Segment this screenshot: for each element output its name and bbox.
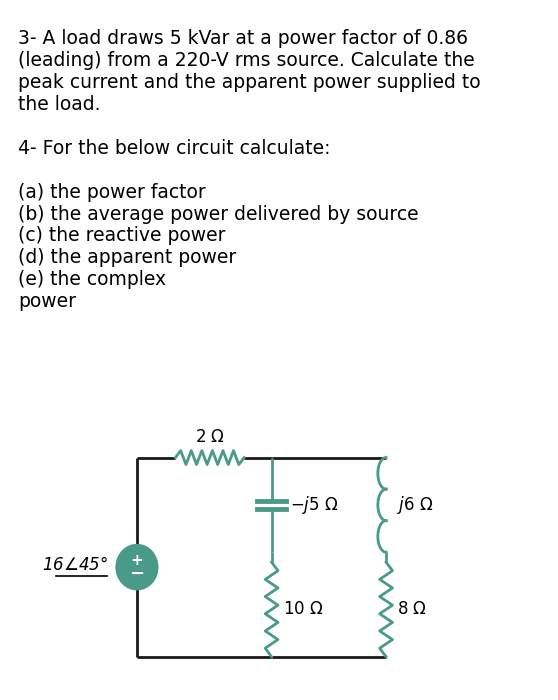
Text: power: power [18,292,76,312]
Text: (leading) from a 220-V rms source. Calculate the: (leading) from a 220-V rms source. Calcu… [18,51,475,70]
Text: 3- A load draws 5 kVar at a power factor of 0.86: 3- A load draws 5 kVar at a power factor… [18,29,468,48]
Text: peak current and the apparent power supplied to: peak current and the apparent power supp… [18,73,480,92]
Text: (b) the average power delivered by source: (b) the average power delivered by sourc… [18,204,418,223]
Text: (e) the complex: (e) the complex [18,270,166,289]
Circle shape [117,545,157,589]
Text: 16$\angle$45°: 16$\angle$45° [42,556,108,574]
Text: $-j5\ \Omega$: $-j5\ \Omega$ [290,494,339,516]
Text: 10 $\Omega$: 10 $\Omega$ [282,601,323,619]
Text: −: − [129,565,145,583]
Text: 8 $\Omega$: 8 $\Omega$ [397,601,427,619]
Text: 4- For the below circuit calculate:: 4- For the below circuit calculate: [18,139,330,158]
Text: (c) the reactive power: (c) the reactive power [18,227,225,246]
Text: $j6\ \Omega$: $j6\ \Omega$ [397,494,434,516]
Text: 2 $\Omega$: 2 $\Omega$ [195,428,225,446]
Text: (a) the power factor: (a) the power factor [18,183,206,202]
Text: (d) the apparent power: (d) the apparent power [18,248,236,267]
Text: the load.: the load. [18,95,100,114]
Text: +: + [131,553,143,568]
